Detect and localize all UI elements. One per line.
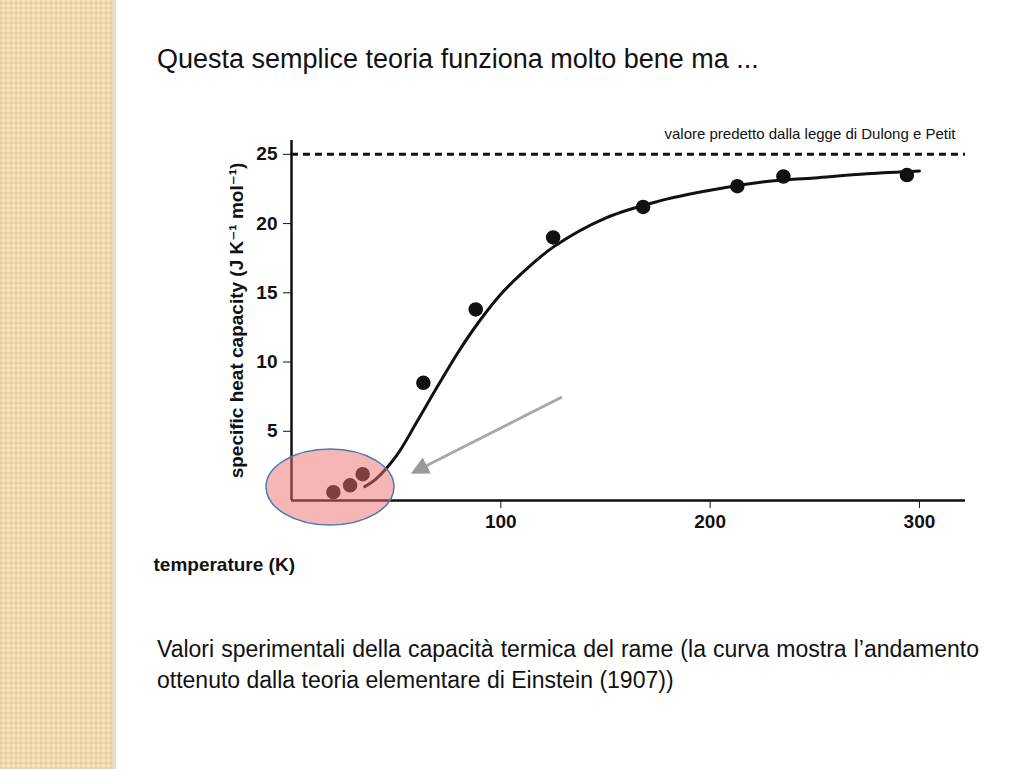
svg-text:300: 300 <box>904 511 936 532</box>
svg-text:temperature (K): temperature (K) <box>154 554 295 575</box>
svg-text:100: 100 <box>485 511 517 532</box>
svg-text:5: 5 <box>267 420 278 441</box>
svg-text:25: 25 <box>256 143 278 164</box>
svg-text:10: 10 <box>256 351 277 372</box>
svg-text:specific heat capacity (J K⁻¹: specific heat capacity (J K⁻¹ mol⁻¹) <box>226 163 247 479</box>
html-text:Valori sperimentali della capa: Valori sperimentali della capacità termi… <box>157 636 979 694</box>
html-text:Questa semplice teoria funzion: Questa semplice teoria funziona molto be… <box>157 44 759 74</box>
svg-text:20: 20 <box>256 213 277 234</box>
svg-text:valore predetto dalla legge di: valore predetto dalla legge di Dulong e … <box>664 125 956 142</box>
svg-text:15: 15 <box>256 282 278 303</box>
svg-text:200: 200 <box>694 511 726 532</box>
